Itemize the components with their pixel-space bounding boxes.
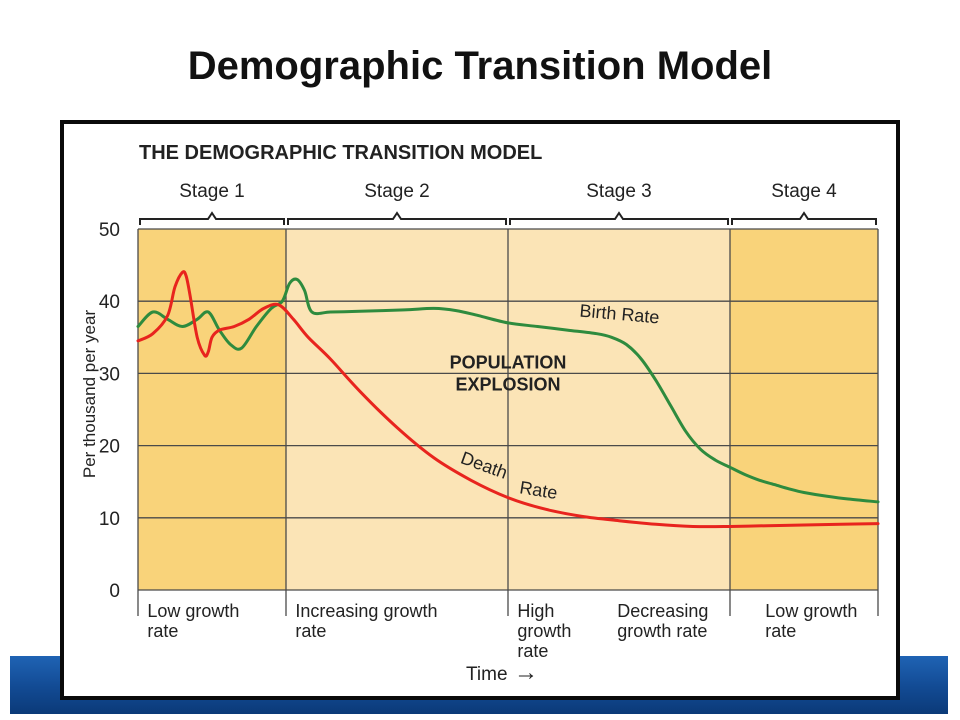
y-tick-labels: 0 10 20 30 40 50 [99, 220, 120, 602]
stage-4-note: Low growth [765, 601, 857, 621]
stage-3-note: High [517, 601, 554, 621]
stage-2-background [286, 229, 508, 590]
series-line-birth-rate [136, 277, 880, 504]
stage-3-note: rate [517, 641, 548, 661]
stage-3-note: growth rate [617, 621, 707, 641]
stage-3-note: growth [517, 621, 571, 641]
y-tick-label: 0 [109, 581, 120, 602]
chart-title: THE DEMOGRAPHIC TRANSITION MODEL [139, 142, 542, 164]
chart-svg: THE DEMOGRAPHIC TRANSITION MODEL Stage 1… [80, 142, 880, 686]
stage-1-label: Stage 1 [179, 181, 245, 202]
y-tick-label: 30 [99, 364, 120, 385]
stage-2-note: rate [295, 621, 326, 641]
stage-backgrounds [138, 229, 878, 590]
stage-3-background [508, 229, 730, 590]
stage-2-brace [287, 211, 507, 225]
y-tick-label: 50 [99, 220, 120, 241]
stage-2-label: Stage 2 [364, 181, 430, 202]
stage-1-note: rate [147, 621, 178, 641]
y-tick-label: 20 [99, 437, 120, 458]
stage-1-background [138, 229, 286, 590]
stage-4-brace [731, 211, 877, 225]
stage-1-brace [139, 211, 285, 225]
stage-2-note: Increasing growth [295, 601, 437, 621]
stage-4-background [730, 229, 878, 590]
x-axis-label: Time [466, 664, 508, 685]
series-line-death-rate [136, 270, 880, 529]
stage-3-brace [509, 211, 729, 225]
y-tick-label: 10 [99, 509, 120, 530]
slide-title: Demographic Transition Model [187, 44, 773, 88]
stage-4-label: Stage 4 [771, 181, 837, 202]
stage-3-note: Decreasing [617, 601, 708, 621]
chart-figure: THE DEMOGRAPHIC TRANSITION MODEL Stage 1… [60, 120, 900, 700]
x-axis-arrow-icon: → [514, 659, 538, 686]
stage-headers: Stage 1 Stage 2 Stage 3 Stage 4 [139, 181, 877, 225]
annotation-population-explosion: POPULATION [450, 352, 567, 372]
y-tick-label: 40 [99, 292, 120, 313]
data-series [136, 270, 880, 529]
annotation-population-explosion: EXPLOSION [455, 375, 560, 395]
y-axis-label: Per thousand per year [80, 310, 99, 479]
grid-lines [137, 228, 879, 616]
stage-3-label: Stage 3 [586, 181, 652, 202]
stage-4-note: rate [765, 621, 796, 641]
stage-1-note: Low growth [147, 601, 239, 621]
x-axis-label-group: Time → [466, 659, 538, 686]
